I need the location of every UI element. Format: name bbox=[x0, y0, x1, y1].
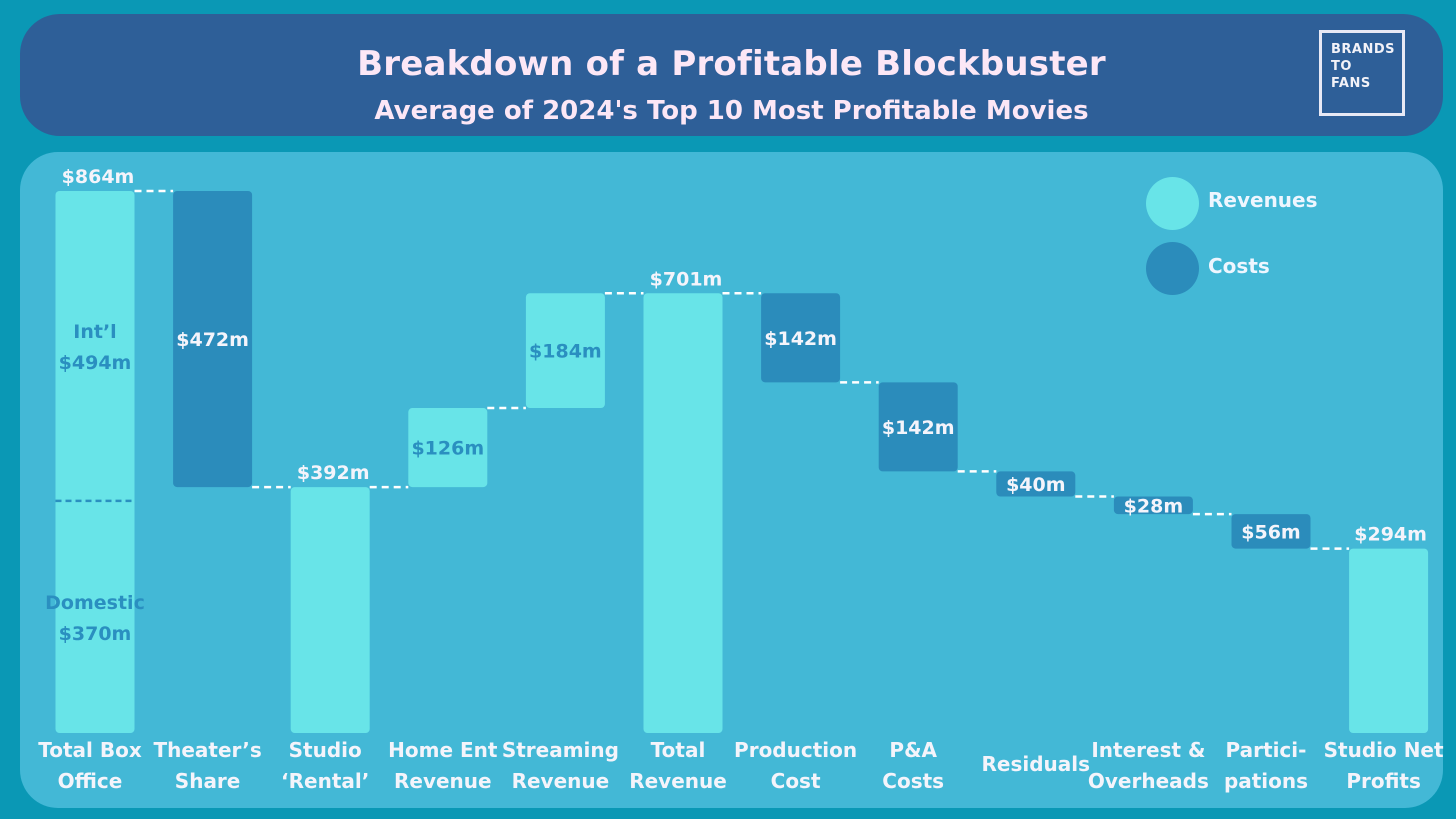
bar-value-label: $294m bbox=[1354, 524, 1427, 546]
bar-value-label: $392m bbox=[297, 462, 370, 484]
cost-bar bbox=[1231, 514, 1311, 549]
category-label: Interest & bbox=[1091, 738, 1205, 762]
chart-subtitle: Average of 2024's Top 10 Most Profitable… bbox=[374, 96, 1089, 126]
category-label: Revenue bbox=[394, 769, 492, 793]
category-label: Studio Net bbox=[1324, 738, 1444, 762]
cost-bar bbox=[761, 293, 841, 383]
bar-value-label: $28m bbox=[1124, 495, 1183, 517]
revenue-bar bbox=[1349, 548, 1429, 733]
legend-revenue-swatch bbox=[1146, 177, 1199, 230]
bar-value-label: $142m bbox=[882, 417, 955, 439]
legend-cost-swatch bbox=[1146, 242, 1199, 295]
bar-value-label: $864m bbox=[62, 166, 135, 188]
cost-bar bbox=[173, 191, 253, 488]
category-label: Production bbox=[734, 738, 857, 762]
category-label: ‘Rental’ bbox=[281, 769, 369, 793]
category-label: Office bbox=[58, 769, 123, 793]
bar-value-label: $40m bbox=[1006, 474, 1065, 496]
category-label: Costs bbox=[882, 769, 944, 793]
revenue-bar bbox=[290, 487, 370, 733]
segment-value-label: $370m bbox=[59, 623, 132, 645]
category-label: Cost bbox=[771, 769, 821, 793]
bar-value-label: $701m bbox=[650, 268, 723, 290]
category-label: Residuals bbox=[982, 752, 1091, 776]
category-label: P&A bbox=[889, 738, 937, 762]
title-banner: Breakdown of a Profitable Blockbuster Av… bbox=[20, 14, 1443, 136]
brands-to-fans-logo: BRANDS TO FANS bbox=[1319, 30, 1405, 116]
legend-revenue-label: Revenues bbox=[1208, 188, 1318, 212]
bar-value-label: $472m bbox=[176, 329, 249, 351]
category-label: Total bbox=[651, 738, 706, 762]
category-label: pations bbox=[1224, 769, 1308, 793]
chart-panel bbox=[20, 152, 1443, 808]
bar-value-label: $126m bbox=[411, 438, 484, 460]
category-label: Studio bbox=[289, 738, 362, 762]
segment-value-label: $494m bbox=[59, 352, 132, 374]
category-label: Streaming bbox=[502, 738, 619, 762]
category-label: Overheads bbox=[1088, 769, 1209, 793]
category-label: Revenue bbox=[629, 769, 727, 793]
category-label: Share bbox=[175, 769, 241, 793]
bar-value-label: $56m bbox=[1241, 521, 1300, 543]
logo-line: FANS bbox=[1331, 76, 1371, 91]
revenue-bar bbox=[525, 293, 605, 409]
bar-value-label: $142m bbox=[764, 328, 837, 350]
logo-line: BRANDS bbox=[1331, 42, 1396, 57]
category-label: Partici- bbox=[1226, 738, 1307, 762]
cost-bar bbox=[996, 471, 1076, 497]
cost-bar bbox=[1113, 496, 1193, 515]
bar-value-label: $184m bbox=[529, 341, 602, 363]
category-label: Profits bbox=[1346, 769, 1421, 793]
segment-name-label: Domestic bbox=[45, 592, 145, 614]
category-label: Home Ent bbox=[388, 738, 498, 762]
revenue-bar bbox=[408, 408, 488, 488]
legend-cost-label: Costs bbox=[1208, 254, 1270, 278]
segment-name-label: Int’l bbox=[73, 321, 116, 343]
cost-bar bbox=[878, 382, 958, 472]
category-label: Revenue bbox=[512, 769, 610, 793]
revenue-bar bbox=[55, 191, 135, 733]
chart-title: Breakdown of a Profitable Blockbuster bbox=[357, 44, 1106, 84]
revenue-bar bbox=[643, 293, 723, 733]
category-label: Total Box bbox=[38, 738, 142, 762]
category-label: Theater’s bbox=[153, 738, 261, 762]
logo-line: TO bbox=[1331, 59, 1352, 74]
